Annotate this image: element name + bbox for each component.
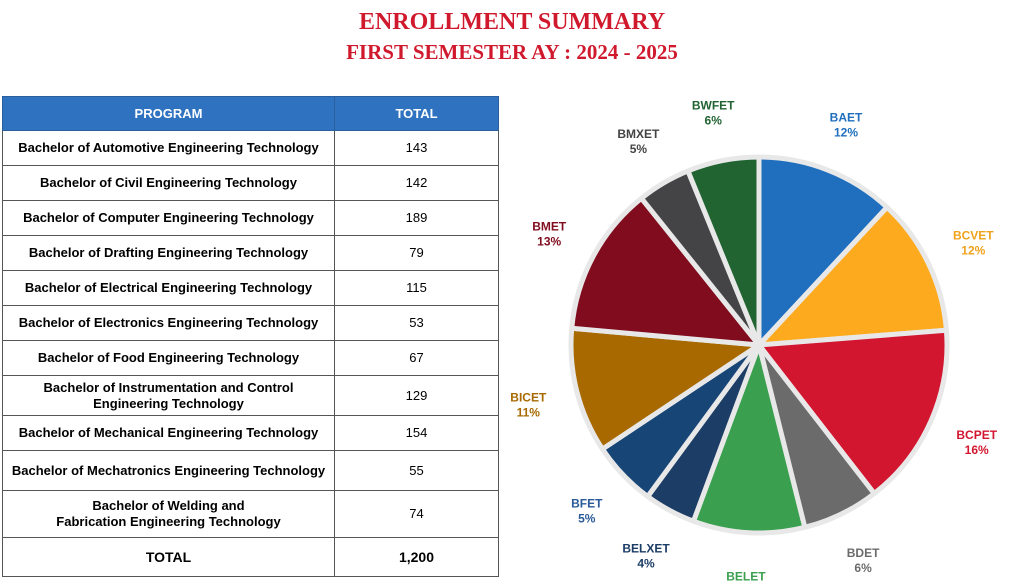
pie-label-percent: 12% <box>834 126 858 140</box>
pie-label-bcpet: BCPET 16% <box>956 428 997 457</box>
program-name-line: Bachelor of Instrumentation and Control <box>43 379 294 395</box>
program-cell: Bachelor of Mechatronics Engineering Tec… <box>2 450 335 491</box>
total-cell: 143 <box>334 130 499 166</box>
table-row: Bachelor of Drafting Engineering Technol… <box>2 235 499 271</box>
pie-label-percent: 5% <box>630 142 648 156</box>
pie-label-name: BWFET <box>692 99 735 113</box>
table-row: Bachelor of Instrumentation and Control E… <box>2 375 499 416</box>
pie-label-bmxet: BMXET 5% <box>617 127 660 156</box>
pie-label-name: BAET <box>830 111 863 125</box>
table-row: Bachelor of Electrical Engineering Techn… <box>2 270 499 306</box>
page-title: ENROLLMENT SUMMARY <box>358 9 666 35</box>
total-cell: 53 <box>334 305 499 341</box>
table-row: Bachelor of Mechatronics Engineering Tec… <box>2 450 499 491</box>
pie-label-bdet: BDET 6% <box>847 546 880 575</box>
pie-label-percent: 13% <box>537 235 561 249</box>
total-cell: 67 <box>334 340 499 376</box>
pie-label-percent: 5% <box>578 511 596 525</box>
pie-slice-bmet <box>569 195 762 348</box>
table-row: Bachelor of Food Engineering Technology 6… <box>2 340 499 376</box>
pie-slice-bcpet <box>756 327 950 497</box>
page-subtitle: FIRST SEMESTER AY : 2024 - 2025 <box>346 40 678 64</box>
pie-label-name: BDET <box>847 546 880 560</box>
program-name-line: Fabrication Engineering Technology <box>56 514 281 529</box>
pie-label-bfet: BFET 5% <box>571 496 603 525</box>
program-cell: Bachelor of Computer Engineering Technol… <box>2 200 335 236</box>
total-cell: 189 <box>334 200 499 236</box>
total-cell: 74 <box>334 490 499 538</box>
pie-label-percent: 6% <box>705 114 723 128</box>
pie-slice-bcvet <box>756 204 949 348</box>
program-name-line: Bachelor of Civil Engineering Technology <box>40 175 297 190</box>
pie-label-percent: 11% <box>517 406 541 420</box>
pie-label-percent: 16% <box>965 443 989 457</box>
enrollment-table: PROGRAM TOTAL Bachelor of Automotive Eng… <box>2 96 499 577</box>
pie-label-name: BMXET <box>617 127 660 141</box>
program-cell: Bachelor of Electrical Engineering Techn… <box>2 270 335 306</box>
pie-label-bcvet: BCVET 12% <box>953 228 994 257</box>
pie-label-percent: 12% <box>961 243 985 257</box>
table-row: Bachelor of Automotive Engineering Techn… <box>2 130 499 166</box>
pie-slice-bwfet <box>685 154 762 348</box>
program-name-line: Bachelor of Mechatronics Engineering Tec… <box>11 462 326 478</box>
pie-slice-baet <box>756 154 890 348</box>
program-cell: Bachelor of Instrumentation and Control E… <box>2 375 335 416</box>
program-name-line: Bachelor of Automotive Engineering Techn… <box>18 140 319 155</box>
table-row: Bachelor of Computer Engineering Technol… <box>2 200 499 236</box>
program-cell: Bachelor of Welding and Fabrication Engin… <box>2 490 335 538</box>
pie-label-name: BELXET <box>622 542 670 556</box>
total-cell: 79 <box>334 235 499 271</box>
program-cell: Bachelor of Automotive Engineering Techn… <box>2 130 335 166</box>
program-name-line: Engineering Technology <box>93 395 244 411</box>
table-header-row: PROGRAM TOTAL <box>2 96 499 131</box>
pie-label-belxet: BELXET 4% <box>622 542 670 571</box>
program-name-line: Bachelor of Electrical Engineering Techn… <box>24 280 313 295</box>
total-cell: 142 <box>334 165 499 201</box>
grand-total-value: 1,200 <box>334 537 499 577</box>
pie-label-name: BICET <box>510 391 547 405</box>
enrollment-pie-chart: BAET12%BCVET12%BCPET16%BDET6%BELET10%BEL… <box>510 99 997 582</box>
pie-label-bicet: BICET 11% <box>510 391 547 420</box>
column-header-program: PROGRAM <box>2 96 335 131</box>
program-cell: Bachelor of Food Engineering Technology <box>2 340 335 376</box>
pie-label-name: BCVET <box>953 228 994 242</box>
program-name-line: Bachelor of Welding and <box>92 498 245 513</box>
total-cell: 115 <box>334 270 499 306</box>
program-cell: Bachelor of Drafting Engineering Technol… <box>2 235 335 271</box>
program-name-line: Bachelor of Mechanical Engineering Techn… <box>18 425 319 440</box>
program-name-line: Bachelor of Drafting Engineering Technol… <box>28 245 309 260</box>
pie-label-belet: BELET10% <box>726 570 766 581</box>
pie-label-bwfet: BWFET 6% <box>692 99 735 128</box>
pie-label-percent: 4% <box>637 557 655 571</box>
pie-label-name: BFET <box>571 496 603 510</box>
total-cell: 129 <box>334 375 499 416</box>
pie-slice-bicet <box>568 325 762 452</box>
program-cell: Bachelor of Electronics Engineering Tech… <box>2 305 335 341</box>
pie-label-bmet: BMET 13% <box>532 220 567 249</box>
program-name-line: Bachelor of Computer Engineering Technol… <box>23 210 314 225</box>
pie-slice-belet <box>690 342 808 536</box>
pie-label-name: BCPET <box>956 428 997 442</box>
table-row: Bachelor of Mechanical Engineering Techn… <box>2 415 499 451</box>
column-header-total: TOTAL <box>334 96 499 131</box>
total-cell: 154 <box>334 415 499 451</box>
pie-label-percent: 6% <box>854 561 872 575</box>
table-row: Bachelor of Civil Engineering Technology… <box>2 165 499 201</box>
pie-label-name: BMET <box>532 220 567 234</box>
table-row: Bachelor of Welding and Fabrication Engin… <box>2 490 499 538</box>
pie-label-name: BELET <box>726 570 766 581</box>
table-total-row: TOTAL 1,200 <box>2 537 499 577</box>
program-name-line: Bachelor of Food Engineering Technology <box>37 350 300 365</box>
program-cell: Bachelor of Mechanical Engineering Techn… <box>2 415 335 451</box>
program-name-line: Bachelor of Electronics Engineering Tech… <box>18 315 319 330</box>
program-cell: Bachelor of Civil Engineering Technology <box>2 165 335 201</box>
table-row: Bachelor of Electronics Engineering Tech… <box>2 305 499 341</box>
total-cell: 55 <box>334 450 499 491</box>
total-label: TOTAL <box>2 537 335 577</box>
pie-label-baet: BAET 12% <box>830 111 863 140</box>
